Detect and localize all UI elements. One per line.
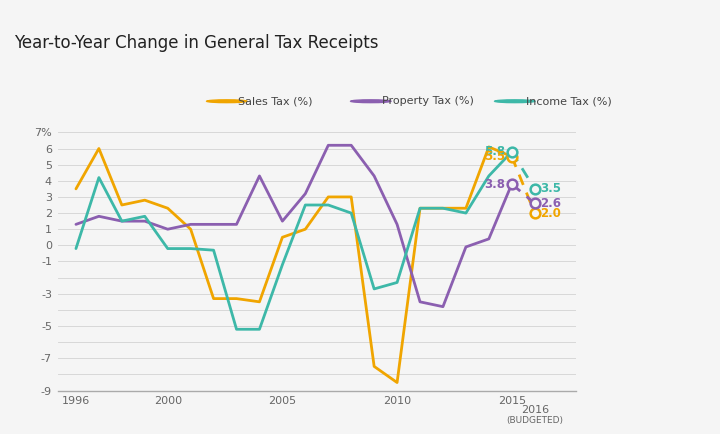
Text: (BUDGETED): (BUDGETED) — [506, 416, 563, 424]
Text: 2016: 2016 — [521, 405, 549, 415]
Text: 2.6: 2.6 — [541, 197, 562, 210]
Text: 3.5: 3.5 — [541, 182, 562, 195]
Text: 5.8: 5.8 — [484, 145, 505, 158]
Circle shape — [351, 100, 391, 102]
Circle shape — [207, 100, 247, 102]
Text: 3.8: 3.8 — [484, 178, 505, 191]
Text: Property Tax (%): Property Tax (%) — [382, 96, 474, 106]
Circle shape — [495, 100, 535, 102]
Text: 5.5: 5.5 — [484, 150, 505, 163]
Text: Sales Tax (%): Sales Tax (%) — [238, 96, 312, 106]
Text: Year-to-Year Change in General Tax Receipts: Year-to-Year Change in General Tax Recei… — [14, 34, 379, 52]
Text: 2.0: 2.0 — [541, 207, 562, 220]
Text: Income Tax (%): Income Tax (%) — [526, 96, 611, 106]
